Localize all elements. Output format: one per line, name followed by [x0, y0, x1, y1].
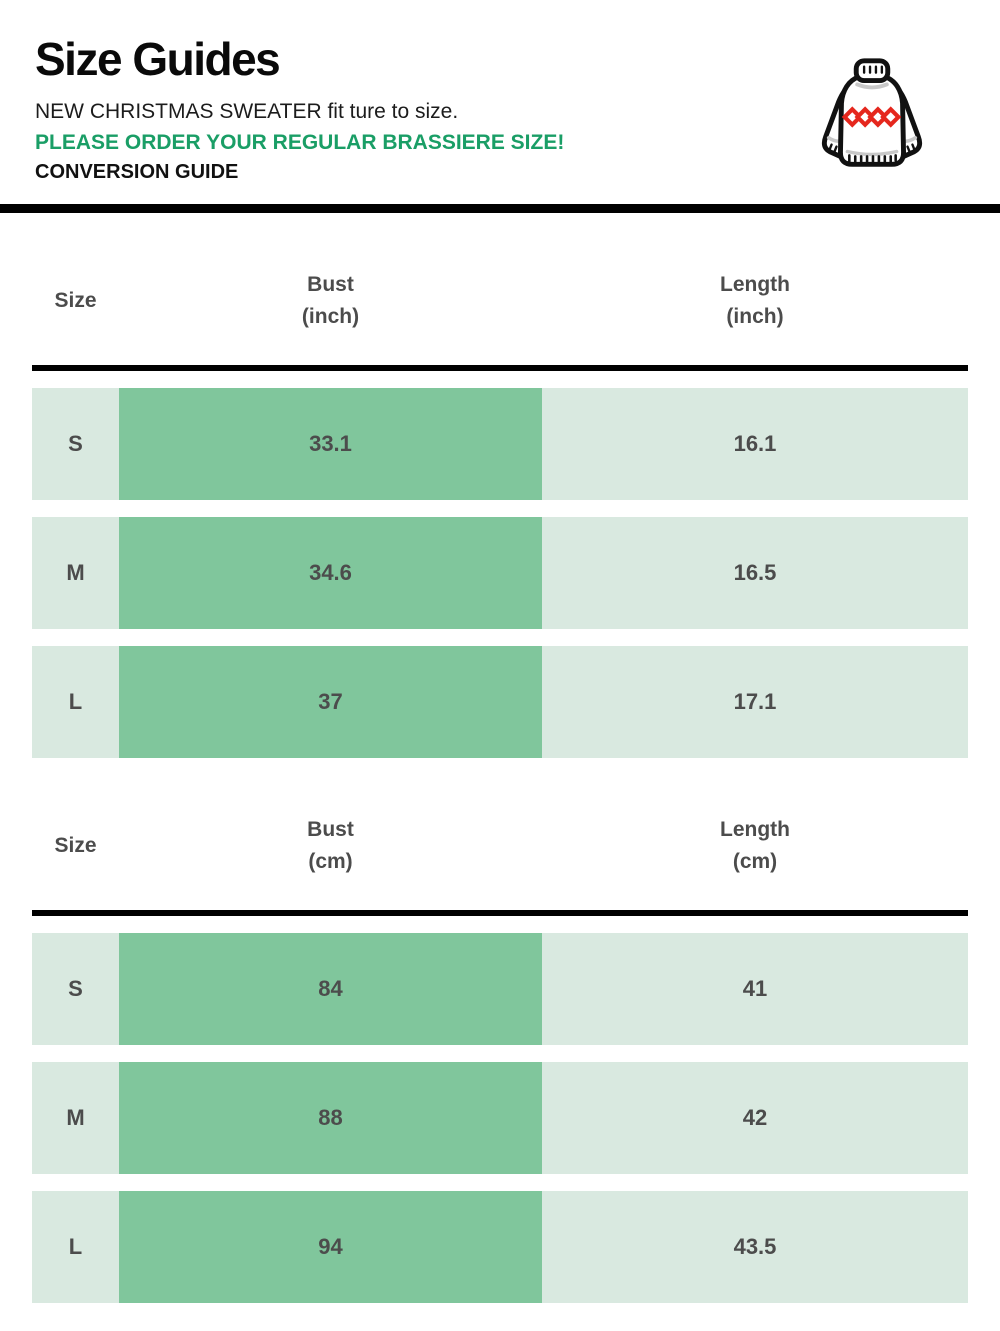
- table-row-l: L 37 17.1: [32, 646, 968, 758]
- length-cell: 16.1: [542, 388, 968, 500]
- col-header-bust: Bust (cm): [307, 818, 354, 873]
- size-table-cm: Size Bust (cm) Length (cm) S 84 41 M 88 …: [32, 758, 968, 1303]
- length-cell: 41: [542, 933, 968, 1045]
- christmas-sweater-icon: [803, 56, 941, 178]
- size-cell: L: [32, 646, 119, 758]
- bust-cell: 88: [119, 1062, 542, 1174]
- col-header-length: Length (inch): [720, 273, 790, 328]
- table-header-underline: [32, 365, 968, 371]
- length-cell: 43.5: [542, 1191, 968, 1303]
- order-note: PLEASE ORDER YOUR REGULAR BRASSIERE SIZE…: [35, 131, 565, 154]
- table-header-row: Size Bust (cm) Length (cm): [32, 758, 968, 910]
- bust-cell: 34.6: [119, 517, 542, 629]
- col-header-length: Length (cm): [720, 818, 790, 873]
- length-cell: 16.5: [542, 517, 968, 629]
- size-cell: S: [32, 933, 119, 1045]
- col-header-size: Size: [54, 834, 97, 857]
- header-divider-bar: [0, 204, 1000, 213]
- table-row-s: S 33.1 16.1: [32, 388, 968, 500]
- bust-cell: 84: [119, 933, 542, 1045]
- size-cell: L: [32, 1191, 119, 1303]
- table-row-m: M 34.6 16.5: [32, 517, 968, 629]
- conversion-guide-label: CONVERSION GUIDE: [35, 161, 239, 183]
- length-cell: 42: [542, 1062, 968, 1174]
- bust-cell: 33.1: [119, 388, 542, 500]
- page-title: Size Guides: [35, 33, 281, 85]
- bust-cell: 37: [119, 646, 542, 758]
- table-header-row: Size Bust (inch) Length (inch): [32, 213, 968, 365]
- table-row-l: L 94 43.5: [32, 1191, 968, 1303]
- size-cell: M: [32, 1062, 119, 1174]
- table-row-m: M 88 42: [32, 1062, 968, 1174]
- size-cell: M: [32, 517, 119, 629]
- page-header: Size Guides NEW CHRISTMAS SWEATER fit tu…: [0, 0, 1000, 187]
- table-header-underline: [32, 910, 968, 916]
- col-header-size: Size: [54, 289, 97, 312]
- col-header-bust: Bust (inch): [301, 273, 360, 328]
- length-cell: 17.1: [542, 646, 968, 758]
- size-table-inch: Size Bust (inch) Length (inch) S 33.1 16…: [32, 213, 968, 758]
- fit-subtitle: NEW CHRISTMAS SWEATER fit ture to size.: [35, 100, 459, 123]
- table-row-s: S 84 41: [32, 933, 968, 1045]
- bust-cell: 94: [119, 1191, 542, 1303]
- size-cell: S: [32, 388, 119, 500]
